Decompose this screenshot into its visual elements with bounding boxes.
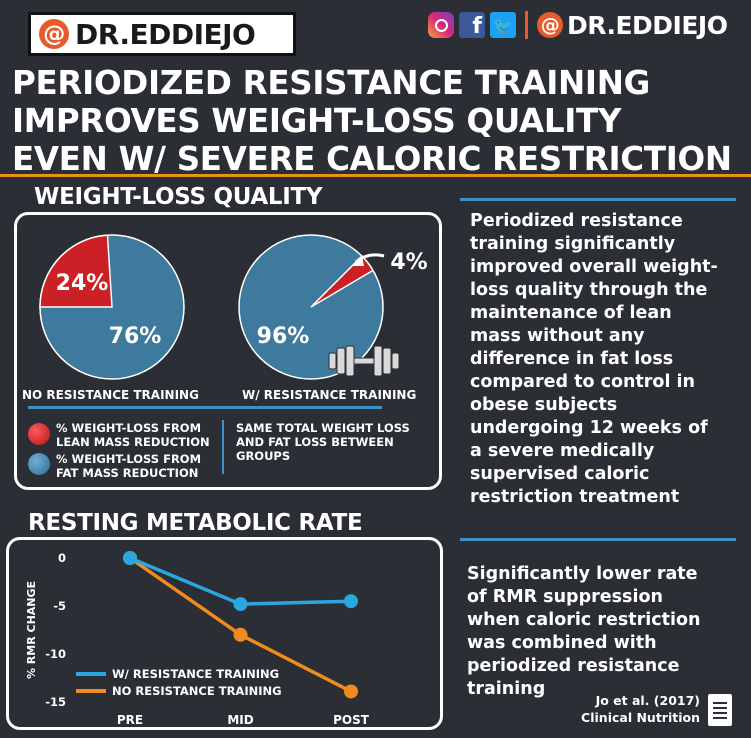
legend-label: NO RESISTANCE TRAINING bbox=[112, 684, 282, 698]
y-tick-label: -5 bbox=[53, 599, 66, 613]
weight-loss-panel bbox=[14, 212, 442, 490]
at-icon: @ bbox=[39, 19, 69, 49]
legend-text: % WEIGHT-LOSS FROM bbox=[56, 452, 202, 466]
y-axis-label: % RMR CHANGE bbox=[25, 581, 38, 679]
fat-mass-legend-dot bbox=[28, 453, 50, 475]
text-line: obese subjects bbox=[470, 395, 618, 415]
y-tick-label: -15 bbox=[45, 695, 66, 709]
text-line: periodized resistance bbox=[467, 656, 680, 676]
text-line: Periodized resistance bbox=[470, 211, 683, 231]
side-divider-mid bbox=[460, 538, 736, 541]
pie-with-resistance: 96% 4% bbox=[238, 234, 428, 380]
lean-mass-legend: % WEIGHT-LOSS FROM LEAN MASS REDUCTION bbox=[56, 421, 210, 449]
text-line: when caloric restriction bbox=[467, 610, 701, 630]
divider bbox=[525, 11, 528, 39]
citation: Jo et al. (2017) Clinical Nutrition bbox=[572, 692, 700, 726]
pie2-caption: W/ RESISTANCE TRAINING bbox=[242, 388, 417, 402]
pie-label-lean: 4% bbox=[390, 250, 427, 275]
data-point bbox=[344, 594, 358, 609]
text-line: restriction treatment bbox=[470, 487, 680, 507]
instagram-icon[interactable] bbox=[428, 12, 454, 38]
legend-text: % WEIGHT-LOSS FROM bbox=[56, 421, 202, 435]
text-line: Significantly lower rate bbox=[467, 564, 698, 584]
document-icon bbox=[708, 694, 732, 726]
legend-text: FAT MASS REDUCTION bbox=[56, 466, 199, 480]
group-note: SAME TOTAL WEIGHT LOSS AND FAT LOSS BETW… bbox=[236, 421, 410, 463]
headline-line-2: IMPROVES WEIGHT-LOSS QUALITY bbox=[12, 102, 622, 140]
citation-authors: Jo et al. (2017) bbox=[595, 693, 700, 708]
pie-label-fat: 96% bbox=[257, 324, 310, 349]
citation-journal: Clinical Nutrition bbox=[581, 710, 700, 725]
legend-label: W/ RESISTANCE TRAINING bbox=[112, 667, 279, 681]
dumbbell-icon bbox=[328, 345, 400, 377]
handle-text: DR.EDDIEJO bbox=[567, 10, 728, 40]
summary-text: Periodized resistance training significan… bbox=[470, 210, 740, 509]
social-handle: @ DR.EDDIEJO bbox=[537, 10, 728, 40]
legend-separator bbox=[222, 420, 224, 474]
x-tick-label: MID bbox=[227, 713, 253, 727]
headline-line-3: EVEN W/ SEVERE CALORIC RESTRICTION bbox=[12, 140, 732, 178]
lean-mass-legend-dot bbox=[28, 423, 50, 445]
pie-label-lean: 24% bbox=[56, 271, 109, 296]
rmr-title: RESTING METABOLIC RATE bbox=[28, 510, 363, 536]
text-line: undergoing 12 weeks of bbox=[470, 418, 708, 438]
twitter-icon[interactable]: 🐦 bbox=[490, 12, 516, 38]
fat-mass-legend: % WEIGHT-LOSS FROM FAT MASS REDUCTION bbox=[56, 452, 201, 480]
y-tick-label: -10 bbox=[45, 647, 66, 661]
note-text: SAME TOTAL WEIGHT LOSS bbox=[236, 421, 410, 435]
logo-text: DR.EDDIEJO bbox=[75, 17, 256, 51]
x-tick-label: PRE bbox=[117, 713, 143, 727]
at-icon: @ bbox=[537, 12, 563, 38]
data-point bbox=[123, 551, 137, 565]
side-divider-top bbox=[460, 198, 736, 201]
headline-line-1: PERIODIZED RESISTANCE TRAINING bbox=[12, 64, 651, 102]
data-point bbox=[344, 684, 358, 699]
headline-divider bbox=[0, 174, 751, 177]
text-line: loss quality through the bbox=[470, 280, 708, 300]
text-line: maintenance of lean bbox=[470, 303, 672, 323]
weight-loss-title: WEIGHT-LOSS QUALITY bbox=[34, 184, 323, 210]
legend-divider bbox=[28, 406, 382, 409]
text-line: compared to control in bbox=[470, 372, 695, 392]
brand-logo: @ DR.EDDIEJO bbox=[28, 12, 296, 56]
pie-slice-lean bbox=[39, 234, 113, 308]
data-point bbox=[233, 627, 248, 642]
text-line: supervised caloric bbox=[470, 464, 650, 484]
note-text: GROUPS bbox=[236, 449, 291, 463]
social-handles: f 🐦 @ DR.EDDIEJO bbox=[428, 8, 728, 42]
text-line: training significantly bbox=[470, 234, 676, 254]
y-tick-label: 0 bbox=[58, 551, 66, 565]
x-tick-label: POST bbox=[333, 713, 370, 727]
pie-label-fat: 76% bbox=[109, 324, 162, 349]
text-line: of RMR suppression bbox=[467, 587, 663, 607]
pie1-caption: NO RESISTANCE TRAINING bbox=[22, 388, 199, 402]
text-line: a severe medically bbox=[470, 441, 655, 461]
rmr-summary-text: Significantly lower rate of RMR suppressi… bbox=[467, 563, 743, 701]
rmr-panel bbox=[6, 537, 443, 730]
callout-arrowhead bbox=[352, 256, 364, 266]
text-line: improved overall weight- bbox=[470, 257, 718, 277]
facebook-icon[interactable]: f bbox=[459, 12, 485, 38]
data-point bbox=[233, 597, 248, 612]
text-line: was combined with bbox=[467, 633, 657, 653]
headline: PERIODIZED RESISTANCE TRAINING IMPROVES … bbox=[12, 64, 747, 178]
pie-no-resistance: 24% 76% bbox=[39, 234, 185, 380]
legend-text: LEAN MASS REDUCTION bbox=[56, 435, 210, 449]
text-line: difference in fat loss bbox=[470, 349, 674, 369]
text-line: training bbox=[467, 679, 546, 699]
note-text: AND FAT LOSS BETWEEN bbox=[236, 435, 394, 449]
text-line: mass without any bbox=[470, 326, 645, 346]
